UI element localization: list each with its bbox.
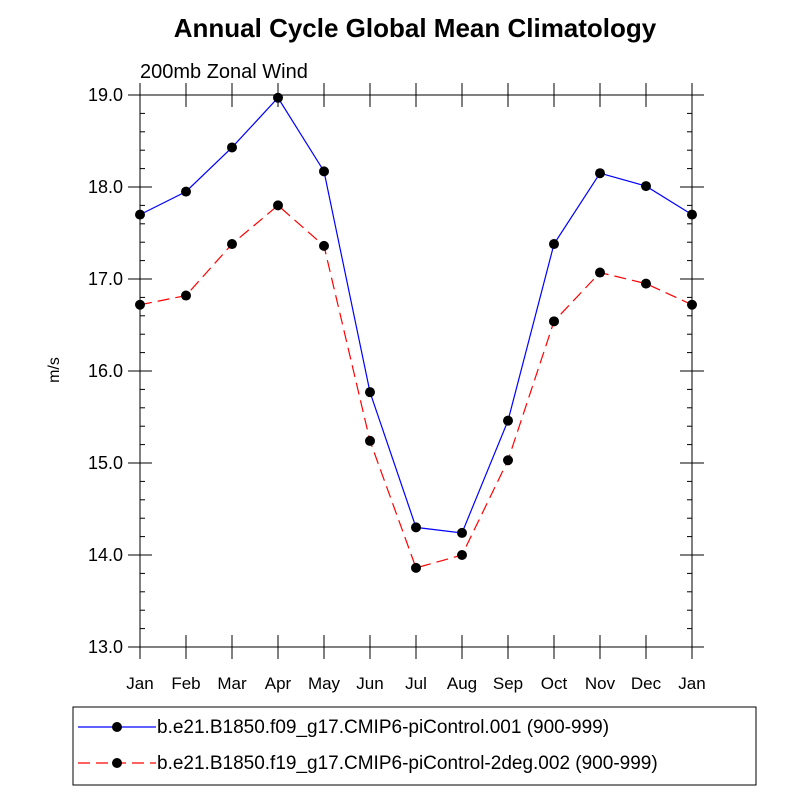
y-tick-label: 13.0 [88,637,123,657]
x-tick-label: Jan [126,674,153,693]
series-1-point [503,415,513,426]
series-layer [135,92,697,573]
legend-label-series-2: b.e21.B1850.f19_g17.CMIP6-piControl-2deg… [157,753,658,774]
x-tick-label: Dec [631,674,662,693]
x-tick-label: Aug [447,674,477,693]
x-tick-label: Oct [541,674,568,693]
series-2-point [181,290,191,301]
y-axis-label: m/s [46,357,63,383]
series-1-point [273,92,283,103]
series-1-point [411,522,421,533]
x-tick-label: Mar [217,674,247,693]
chart-title: Annual Cycle Global Mean Climatology [174,13,657,43]
legend-label-series-1: b.e21.B1850.f09_g17.CMIP6-piControl.001 … [157,717,609,738]
series-line-2 [139,204,693,569]
legend-marker-series-2 [112,758,122,768]
series-2-point [687,299,697,310]
series-1-point [549,239,559,250]
x-tick-label: Feb [171,674,200,693]
series-2-point [457,550,467,560]
series-2-point [641,278,651,289]
x-tick-label: May [308,674,341,693]
legend: b.e21.B1850.f09_g17.CMIP6-piControl.001 … [78,717,658,774]
y-tick-label: 15.0 [88,453,123,473]
series-2-point [365,435,375,446]
series-2-point [135,299,145,310]
legend-box [72,706,757,786]
y-tick-label: 17.0 [88,269,123,289]
series-1-point [641,181,651,192]
series-1-point [181,186,191,197]
y-tick-label: 14.0 [88,545,123,565]
y-tick-label: 19.0 [88,85,123,105]
x-tick-label: Jan [678,674,705,693]
series-line-1 [139,96,693,534]
series-2-point [411,562,421,573]
series-1-point [365,387,375,398]
series-2-point [549,316,559,327]
series-1-point [457,527,467,538]
series-1-point [319,166,329,177]
x-tick-label: Nov [585,674,616,693]
series-1-point [595,168,605,179]
series-2-point [503,455,513,466]
x-tick-label: Sep [493,674,523,693]
chart-subtitle: 200mb Zonal Wind [140,61,308,83]
series-2-point [595,267,605,278]
x-tick-label: Jul [405,674,427,693]
x-tick-label: Apr [265,674,292,693]
series-1-point [135,209,145,220]
series-1-point [687,209,697,220]
series-2-point [319,240,329,251]
y-tick-label: 16.0 [88,361,123,381]
x-tick-label: Jun [356,674,383,693]
series-2-point [227,239,237,250]
series-1-point [227,142,237,153]
series-2-point [273,200,283,211]
y-tick-label: 18.0 [88,177,123,197]
legend-marker-series-1 [112,722,122,732]
axes: 13.0 14.0 15.0 16.0 17.0 18.0 19.0 Jan Feb Mar Apr… [88,83,706,693]
